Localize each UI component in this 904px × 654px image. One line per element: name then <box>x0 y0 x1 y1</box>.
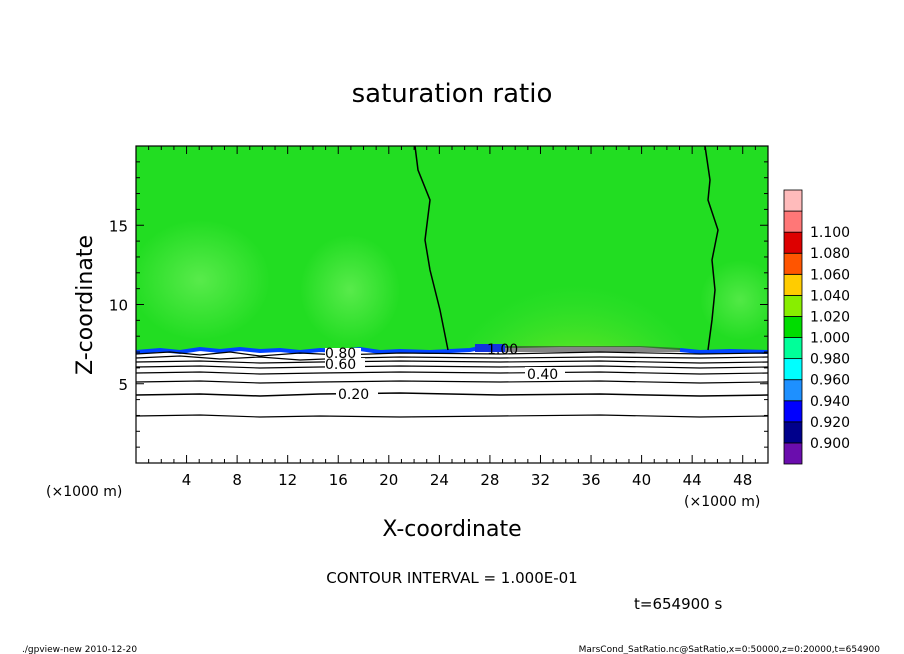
colorbar-swatch <box>783 231 803 254</box>
subsaturated-region <box>136 347 768 463</box>
colorbar-swatch <box>783 252 803 275</box>
colorbar-label: 1.080 <box>810 246 850 262</box>
colorbar-label: 0.920 <box>810 415 850 431</box>
footer-left: ./gpview-new 2010-12-20 <box>22 645 137 654</box>
light-green-patch <box>700 260 768 340</box>
colorbar-swatch <box>783 273 803 296</box>
contour-label-bg <box>336 387 378 401</box>
contour-label-bg <box>325 358 365 370</box>
y-axis: 5 10 15 <box>109 161 768 448</box>
colorbar-swatch <box>783 400 803 423</box>
colorbar-swatch <box>783 421 803 444</box>
colorbar-swatch <box>783 337 803 360</box>
surface-blue-edge <box>679 348 768 355</box>
contour-line <box>136 414 768 418</box>
contour-line-0-40 <box>136 371 768 375</box>
x-tick-label: 16 <box>329 471 348 489</box>
low-saturation-patch <box>475 344 505 352</box>
y-tick-label: 15 <box>109 217 128 235</box>
colorbar-label: 0.900 <box>810 436 850 452</box>
contour-label-0-20: 0.20 <box>338 387 369 403</box>
contour-interval: CONTOUR INTERVAL = 1.000E-01 <box>326 569 577 587</box>
x-tick-label: 36 <box>581 471 600 489</box>
x-tick-label: 32 <box>531 471 550 489</box>
colorbar-label: 1.000 <box>810 331 850 347</box>
colorbar-swatch <box>783 442 803 465</box>
x-tick-label: 4 <box>182 471 192 489</box>
contour-line-1-00 <box>414 146 449 351</box>
contour-line <box>136 351 768 357</box>
x-tick-label: 44 <box>683 471 702 489</box>
contour-line-1-00 <box>704 146 719 351</box>
contour-line <box>136 365 768 369</box>
colorbar: 0.900 0.920 0.940 0.960 0.980 1.000 1.020 1.040… <box>783 189 850 465</box>
x-axis-label: X-coordinate <box>382 517 521 542</box>
x-unit-left: (×1000 m) <box>46 484 122 500</box>
colorbar-swatch <box>783 379 803 402</box>
x-tick-label: 20 <box>379 471 398 489</box>
contour-band <box>505 346 680 352</box>
contour-label-bg <box>525 367 565 380</box>
colorbar-swatch <box>783 294 803 317</box>
contour-label-1-00: 1.00 <box>487 342 518 358</box>
time-label: t=654900 s <box>634 595 722 613</box>
contour-line <box>136 360 768 364</box>
x-tick-label: 8 <box>232 471 242 489</box>
colorbar-label: 0.940 <box>810 394 850 410</box>
colorbar-label: 0.980 <box>810 352 850 368</box>
colorbar-swatch <box>783 189 803 212</box>
y-tick-label: 5 <box>118 376 128 394</box>
contour-line-0-20 <box>136 392 768 397</box>
colorbar-swatch <box>783 316 803 338</box>
colorbar-label: 1.100 <box>810 225 850 241</box>
x-tick-label: 24 <box>430 471 449 489</box>
chart-title: saturation ratio <box>352 79 553 109</box>
contour-label-bg <box>325 348 361 359</box>
x-tick-label: 28 <box>480 471 499 489</box>
contour-label-0-60: 0.60 <box>325 357 356 373</box>
contour-field <box>136 146 768 463</box>
colorbar-label: 1.060 <box>810 267 850 283</box>
x-axis: 4 8 12 16 20 24 28 32 36 40 44 48 <box>148 146 756 489</box>
colorbar-swatch <box>783 358 803 381</box>
colorbar-label: 1.040 <box>810 288 850 304</box>
x-tick-label: 48 <box>733 471 752 489</box>
light-green-patch <box>300 235 400 345</box>
colorbar-swatch <box>783 210 803 233</box>
contour-label-0-40: 0.40 <box>527 367 558 383</box>
contour-line <box>136 380 768 384</box>
colorbar-label: 0.960 <box>810 373 850 389</box>
surface-blue-edge <box>136 346 481 355</box>
x-tick-label: 12 <box>278 471 297 489</box>
light-green-patch <box>136 220 270 340</box>
colorbar-label: 1.020 <box>810 309 850 325</box>
x-unit-right: (×1000 m) <box>684 494 760 510</box>
y-axis-label: Z-coordinate <box>73 235 98 375</box>
y-tick-label: 10 <box>109 297 128 315</box>
footer-right: MarsCond_SatRatio.nc@SatRatio,x=0:50000,… <box>579 645 881 654</box>
x-tick-label: 40 <box>632 471 651 489</box>
